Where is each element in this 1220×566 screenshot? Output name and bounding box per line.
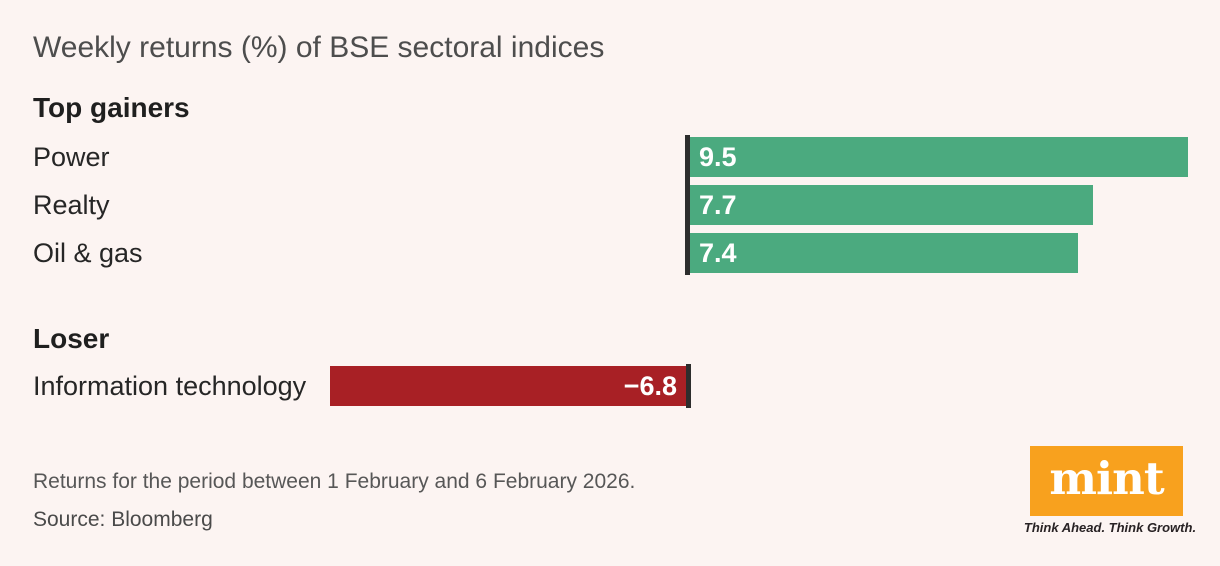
bar-value: −6.8 [623,371,677,401]
bar-value: 9.5 [699,142,737,172]
period-footnote: Returns for the period between 1 Februar… [33,470,636,493]
bar-label: Realty [33,190,110,220]
bar-label: Power [33,142,110,172]
loser-section-title: Loser [33,323,110,354]
mint-logo: mint [1030,446,1183,516]
bar: −6.8 [330,366,686,406]
bar-row: Information technology −6.8 [0,366,1220,406]
bar-row: Oil & gas 7.4 [0,233,1220,273]
bar-row: Realty 7.7 [0,185,1220,225]
chart-title: Weekly returns (%) of BSE sectoral indic… [33,31,605,64]
bar-value: 7.4 [699,238,737,268]
gainers-zero-axis-line [685,135,690,275]
bar: 9.5 [690,137,1188,177]
bar-label: Information technology [33,371,307,401]
gainers-section-title: Top gainers [33,92,190,123]
bar: 7.7 [690,185,1093,225]
mint-logo-text: mint [1049,451,1164,505]
bar: 7.4 [690,233,1078,273]
source-credit: Source: Bloomberg [33,508,213,531]
bar-row: Power 9.5 [0,137,1220,177]
bar-label: Oil & gas [33,238,143,268]
loser-zero-axis-line [686,364,691,408]
mint-tagline: Think Ahead. Think Growth. [1023,520,1197,535]
bar-value: 7.7 [699,190,737,220]
